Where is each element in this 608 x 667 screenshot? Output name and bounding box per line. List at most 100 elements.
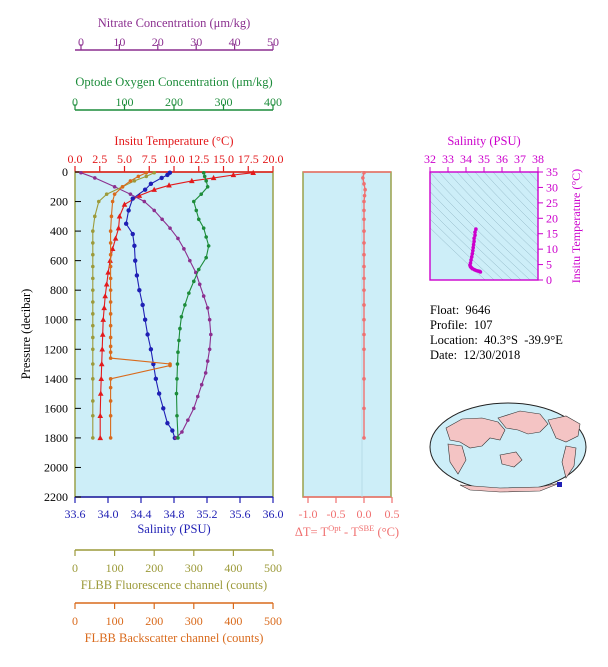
insitu-temperature-point (151, 186, 157, 192)
nitrate-concentration-point (93, 176, 97, 180)
flbb-backscatter-channel-point (120, 184, 125, 189)
insitu-temperature-point (115, 225, 122, 231)
salinity-point (133, 258, 138, 263)
insitu-temperature-point (100, 316, 107, 322)
nitrate-concentration-point (209, 332, 213, 337)
map-landmass-eurasia (445, 417, 506, 449)
optode-oxygen-concentration-point (194, 208, 199, 213)
pressure-axis-tick-label: 1200 (44, 342, 68, 356)
nitrate-concentration-point (168, 226, 172, 230)
ts-salinity-tick-label: 32 (424, 152, 436, 166)
insitu-temperature-point (98, 375, 105, 382)
backscatter-axis-tick-label: 100 (106, 614, 124, 628)
nitrate-concentration-point (160, 217, 164, 222)
optode-oxygen-concentration-point (177, 338, 181, 343)
ts-salinity-tick-label: 33 (442, 152, 454, 166)
flbb-backscatter-channel-point (108, 323, 113, 328)
flbb-backscatter-channel-point (108, 264, 113, 269)
insitu-temperature-point (98, 361, 105, 367)
ts-density-contour (430, 172, 538, 280)
salinity-point (130, 231, 135, 237)
flbb-fluorescence-channel-point (91, 362, 95, 366)
pressure-axis-tick-label: 800 (50, 283, 68, 297)
bottom-axes: 0 100 200 300 400 500 FLBB Fluorescence chann… (72, 549, 282, 645)
pressure-axis-tick-label: 2200 (44, 490, 68, 504)
ts-point (471, 242, 476, 247)
optode-oxygen-concentration-point (199, 192, 204, 196)
ts-salinity-tick-label: 35 (478, 152, 490, 166)
map-landmass-north-america (547, 415, 581, 443)
flbb-backscatter-channel-point (108, 356, 113, 360)
flbb-backscatter-channel-point (108, 436, 113, 440)
nitrate-concentration-point (128, 192, 133, 196)
delta-t-point (362, 406, 366, 411)
delta-t-point (361, 176, 365, 180)
ts-salinity-tick-label: 37 (514, 152, 526, 166)
optode-oxygen-concentration-point (204, 255, 208, 260)
insitu-temperature-point (210, 174, 217, 181)
ts-point (471, 245, 476, 250)
insitu-temperature-point (103, 281, 110, 287)
nitrate-axis-tick-label: 50 (267, 35, 279, 49)
nitrate-concentration-point (205, 306, 210, 310)
nitrate-concentration-point (186, 418, 190, 422)
nitrate-axis-tick-label: 0 (78, 35, 84, 49)
fluorescence-axis-tick-label: 100 (106, 561, 124, 575)
flbb-fluorescence-channel-point (104, 192, 109, 196)
ts-density-contour (438, 172, 538, 272)
ts-temperature-tick-label: 20 (546, 211, 558, 225)
fluorescence-axis-label: FLBB Fluorescence channel (counts) (81, 578, 267, 592)
delta-t-point (362, 170, 366, 175)
flbb-fluorescence-channel-point (91, 323, 95, 328)
delta-t-point (362, 288, 366, 292)
map-landmass-australia (499, 451, 523, 468)
pressure-axis-tick-label: 1800 (44, 431, 68, 445)
map-landmass-africa (447, 443, 467, 475)
delta-t-point (362, 347, 366, 352)
ts-density-contour (465, 172, 538, 246)
flbb-fluorescence-channel-point (91, 347, 95, 352)
temperature-axis-tick-label: 2.5 (92, 152, 107, 166)
main-profile-plot: 0 200 400 600 800 1000 1200 1400 1600 1800 2000 220… (19, 165, 308, 536)
optode-oxygen-concentration-point (202, 174, 207, 179)
nitrate-concentration-point (207, 347, 212, 352)
salinity-axis-tick-label: 34.8 (164, 507, 185, 521)
map-landmass-asia-east (497, 410, 549, 435)
insitu-temperature-point (97, 434, 104, 441)
fluorescence-axis-tick-label: 200 (145, 561, 163, 575)
ts-density-contour (474, 172, 538, 237)
nitrate-concentration-point (182, 247, 186, 251)
flbb-fluorescence-channel-point (93, 214, 97, 219)
ts-point (472, 236, 476, 241)
insitu-temperature-point (99, 346, 106, 352)
fluorescence-axis: 0 100 200 300 400 500 FLBB Fluorescence chann… (72, 549, 282, 592)
ts-point (473, 230, 477, 234)
float-location-marker (557, 482, 562, 487)
nitrate-axis-tick-label: 30 (190, 35, 202, 49)
nitrate-concentration-point (152, 208, 156, 213)
ts-density-contour (430, 181, 531, 280)
flbb-backscatter-channel-point (108, 252, 113, 257)
fluorescence-axis-tick-label: 300 (185, 561, 203, 575)
temperature-axis-tick-label: 10.0 (164, 152, 185, 166)
nitrate-concentration-point (112, 184, 117, 189)
ts-temperature-tick-label: 10 (546, 242, 558, 256)
optode-oxygen-concentration-point (196, 217, 201, 222)
flbb-fluorescence-channel-point (91, 264, 95, 269)
delta-t-point (363, 187, 367, 192)
flbb-backscatter-channel-point (108, 288, 113, 292)
flbb-fluorescence-channel-point (91, 399, 95, 403)
insitu-temperature-point (97, 390, 104, 396)
optode-oxygen-concentration-point (174, 391, 179, 396)
map-landmass-south-america (561, 445, 577, 479)
delta-t-plot-background (303, 172, 391, 497)
salinity-point (153, 376, 159, 382)
delta-t-point (362, 229, 366, 233)
main-plot-background (75, 172, 273, 497)
optode-oxygen-concentration-point (175, 362, 180, 366)
optode-oxygen-concentration-point (176, 436, 180, 440)
flbb-backscatter-channel-point (108, 413, 113, 418)
temperature-axis-label: Insitu Temperature (°C) (114, 134, 233, 148)
ts-salinity-tick-label: 36 (496, 152, 508, 166)
